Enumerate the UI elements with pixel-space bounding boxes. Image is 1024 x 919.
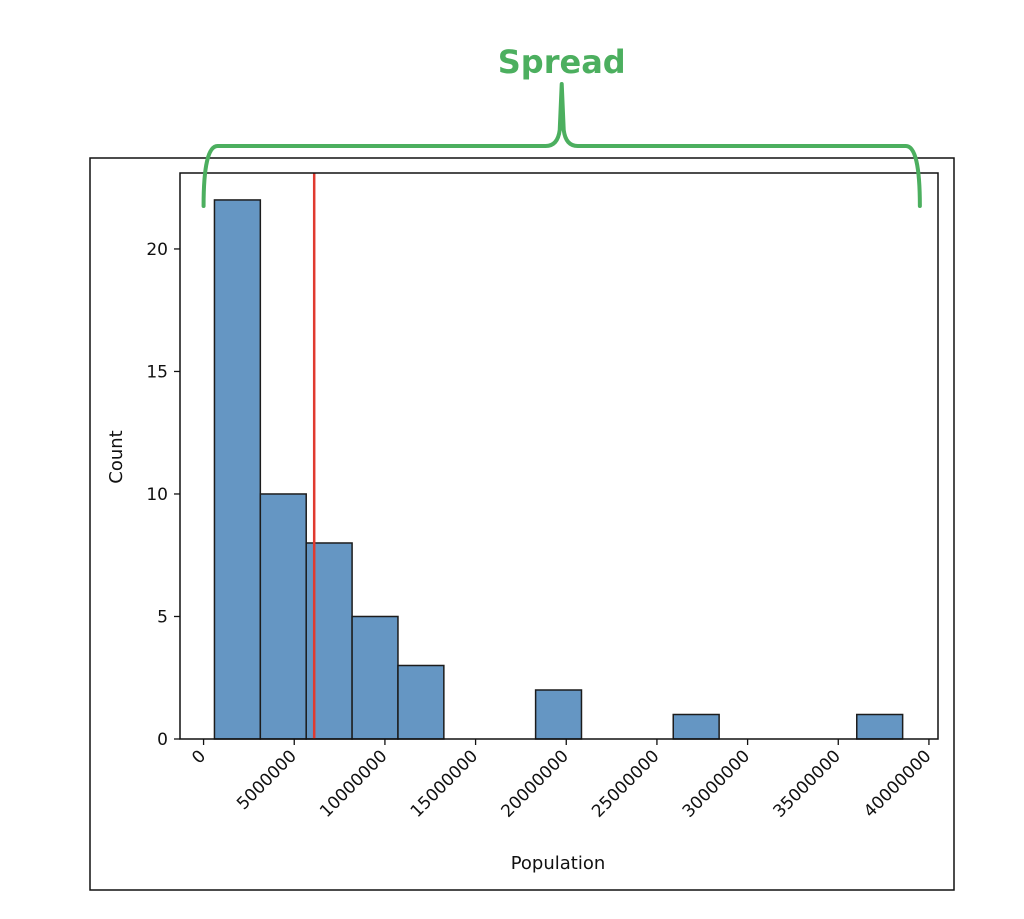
x-ticks-layer: 0 5000000 10000000 15000000 20000000 25000000… bbox=[188, 739, 935, 822]
y-tick-label: 15 bbox=[146, 362, 168, 382]
histogram-bar bbox=[397, 664, 445, 740]
x-tick-label: 15000000 bbox=[407, 746, 482, 821]
x-axis-label: Population bbox=[511, 853, 606, 874]
histogram-bar bbox=[213, 199, 262, 740]
histogram-bar bbox=[259, 493, 307, 740]
histogram-bar bbox=[672, 713, 720, 740]
histogram-bar bbox=[534, 689, 583, 740]
x-tick-label: 25000000 bbox=[588, 746, 663, 821]
spread-brace bbox=[201, 82, 922, 208]
x-tick-label: 40000000 bbox=[860, 746, 935, 821]
x-tick-label: 10000000 bbox=[316, 746, 391, 821]
histogram-bar bbox=[351, 615, 399, 740]
x-tick-label: 20000000 bbox=[497, 746, 572, 821]
y-ticks-layer: 0 5 10 15 20 bbox=[146, 240, 180, 750]
plot-area-frame bbox=[179, 172, 939, 740]
y-tick-label: 5 bbox=[157, 607, 168, 627]
x-tick-label: 5000000 bbox=[233, 746, 301, 814]
y-tick-label: 0 bbox=[157, 730, 168, 750]
x-tick-label: 0 bbox=[188, 746, 210, 768]
x-tick-label: 35000000 bbox=[769, 746, 844, 821]
spread-annotation-label: Spread bbox=[498, 43, 626, 81]
bars-layer bbox=[213, 199, 904, 740]
y-tick-label: 10 bbox=[146, 485, 168, 505]
figure-border bbox=[89, 157, 955, 891]
x-tick-label: 30000000 bbox=[679, 746, 754, 821]
y-tick-label: 20 bbox=[146, 240, 168, 260]
histogram-bar bbox=[856, 713, 904, 740]
y-axis-label: Count bbox=[106, 430, 127, 483]
